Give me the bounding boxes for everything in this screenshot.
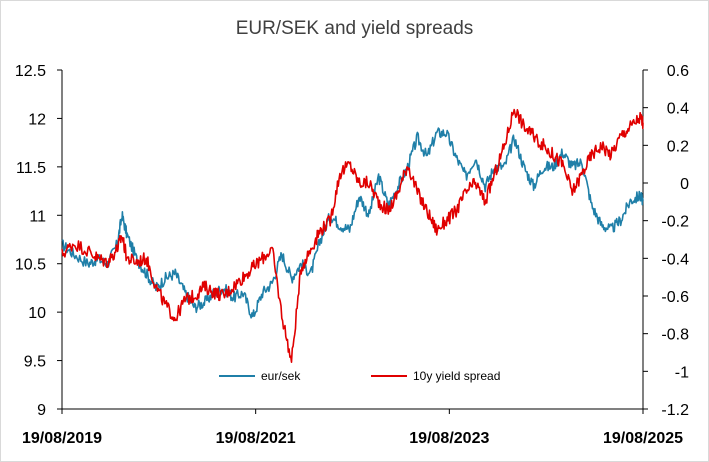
right-tick-label: -1 — [675, 364, 689, 381]
x-tick-label: 19/08/2025 — [603, 430, 683, 447]
left-tick-label: 9 — [37, 402, 46, 419]
right-tick-label: -1.2 — [661, 402, 689, 419]
left-tick-label: 12 — [28, 111, 46, 128]
x-tick-label: 19/08/2023 — [409, 430, 489, 447]
legend-label: eur/sek — [261, 369, 301, 383]
right-tick-label: -0.8 — [661, 327, 689, 344]
x-tick-label: 19/08/2021 — [216, 430, 296, 447]
right-tick-label: 0.6 — [667, 63, 689, 80]
legend-label: 10y yield spread — [413, 369, 500, 383]
left-tick-label: 11 — [29, 208, 46, 225]
right-tick-label: 0.4 — [667, 101, 689, 118]
left-tick-label: 10 — [28, 305, 46, 322]
right-tick-label: -0.6 — [661, 289, 689, 306]
left-tick-label: 12.5 — [15, 63, 46, 80]
chart-title: EUR/SEK and yield spreads — [235, 18, 474, 39]
right-tick-label: -0.2 — [661, 214, 689, 231]
left-tick-label: 11.5 — [16, 160, 46, 177]
right-tick-label: 0.2 — [667, 138, 689, 155]
right-tick-label: 0 — [680, 176, 689, 193]
left-tick-label: 10.5 — [15, 257, 46, 274]
left-tick-label: 9.5 — [24, 354, 46, 371]
series-line-yield-spread — [61, 108, 644, 364]
series-line-eur-sek — [61, 127, 644, 319]
right-tick-label: -0.4 — [661, 251, 689, 268]
x-tick-label: 19/08/2019 — [22, 430, 102, 447]
